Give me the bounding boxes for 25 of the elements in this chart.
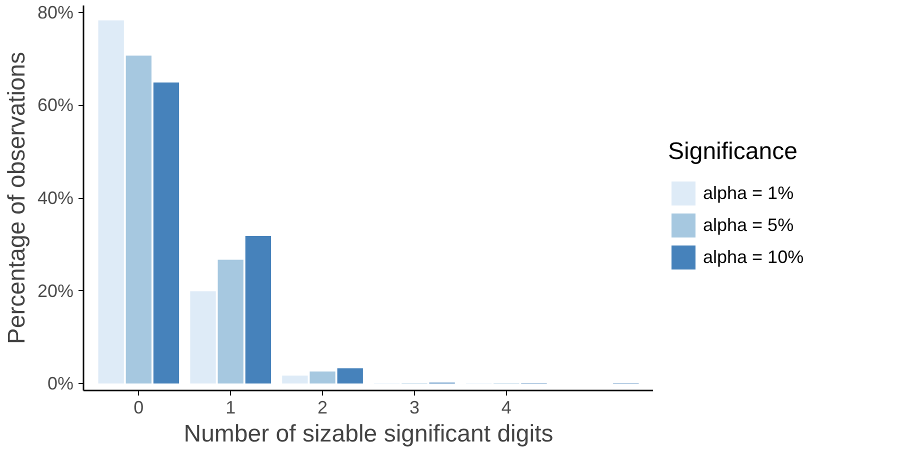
x-tick-label: 0 xyxy=(134,398,144,418)
x-tick-label: 3 xyxy=(409,398,420,418)
bar xyxy=(282,376,308,384)
legend-title: Significance xyxy=(668,138,798,166)
bar xyxy=(337,368,363,384)
legend-label: alpha = 1% xyxy=(703,182,794,204)
bar xyxy=(126,56,152,384)
bar xyxy=(98,20,124,384)
bar xyxy=(245,236,271,384)
bar xyxy=(218,260,244,384)
legend-label: alpha = 10% xyxy=(703,246,804,268)
y-tick-label: 80% xyxy=(37,2,74,22)
y-tick-label: 20% xyxy=(37,280,74,301)
x-tick-label: 2 xyxy=(318,398,328,418)
bar xyxy=(190,291,216,384)
x-tick-label: 1 xyxy=(226,398,236,418)
y-axis-title: Percentage of observations xyxy=(3,52,30,344)
bar xyxy=(310,371,336,384)
x-axis-title: Number of sizable significant digits xyxy=(184,420,554,448)
y-tick-label: 0% xyxy=(47,374,74,394)
legend-label: alpha = 5% xyxy=(703,214,794,236)
x-tick-label: 4 xyxy=(501,398,512,418)
y-tick-label: 40% xyxy=(37,188,74,208)
bar xyxy=(153,82,180,384)
y-tick-label: 60% xyxy=(37,95,74,116)
